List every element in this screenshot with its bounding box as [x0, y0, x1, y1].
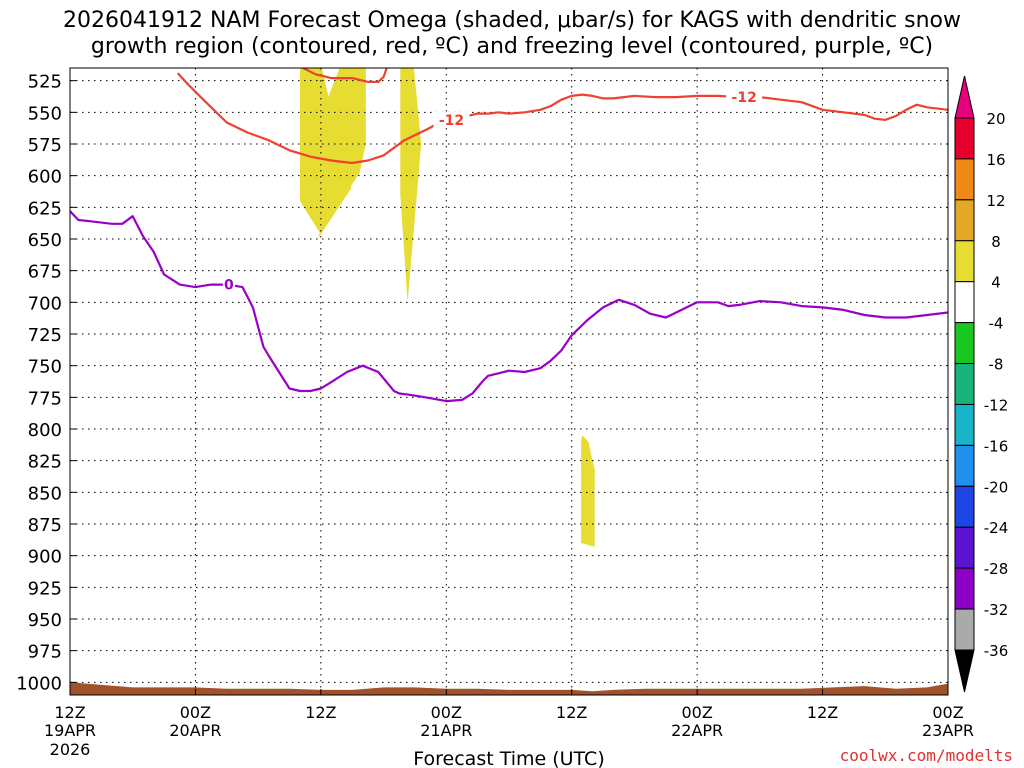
y-tick-label: 550	[28, 103, 62, 124]
contour-label-bg	[433, 111, 470, 128]
colorbar-swatch	[954, 199, 975, 242]
x-tick-date: 21APR	[420, 721, 472, 740]
colorbar-label: -28	[984, 560, 1009, 578]
colorbar-label: -32	[984, 601, 1009, 619]
credit-text[interactable]: coolwx.com/modelts	[840, 746, 1013, 765]
ground-layer	[70, 682, 948, 695]
colorbar-label: -24	[984, 519, 1009, 537]
colorbar-swatch	[954, 117, 975, 160]
x-tick-date: 19APR	[44, 721, 96, 740]
colorbar-bottom-arrow	[954, 649, 975, 693]
y-tick-label: 525	[28, 72, 62, 93]
colorbar-label: 12	[986, 192, 1005, 210]
y-tick-label: 675	[28, 262, 62, 283]
y-tick-label: 750	[28, 357, 62, 378]
colorbar-label: -36	[984, 642, 1009, 660]
colorbar-swatch	[954, 363, 975, 405]
x-tick-date: 20APR	[169, 721, 221, 740]
y-axis: 525 550 575 600 625 650 675 700 725 750 775 800 825 8…	[16, 72, 76, 694]
y-tick-label: 825	[28, 452, 62, 473]
dgz-label: -12	[732, 90, 757, 106]
y-tick-label: 925	[28, 578, 62, 599]
freezing-level-line	[70, 210, 948, 403]
dgz-label: -12	[439, 113, 464, 129]
colorbar-swatch	[954, 567, 975, 610]
chart-title-line-2: growth region (contoured, red, ºC) and f…	[90, 34, 934, 59]
x-tick-date: 22APR	[671, 721, 723, 740]
colorbar-swatch	[954, 608, 975, 651]
omega-region-2	[327, 68, 366, 194]
y-tick-label: 725	[28, 325, 62, 346]
chart-title-line-1: 2026041912 NAM Forecast Omega (shaded, μ…	[63, 8, 961, 33]
omega-shading	[300, 68, 595, 547]
colorbar-label: -8	[989, 356, 1004, 374]
dgz-contour-line	[302, 68, 388, 83]
x-tick-label: 12Z	[807, 703, 838, 722]
freezing-level-label: 0	[224, 278, 234, 294]
chart-title: 2026041912 NAM Forecast Omega (shaded, μ…	[0, 8, 1024, 60]
x-tick-label: 12Z	[305, 703, 336, 722]
y-tick-label: 975	[28, 642, 62, 663]
y-tick-label: 700	[28, 293, 62, 314]
omega-region-1	[300, 68, 352, 239]
colorbar-swatch	[954, 444, 975, 487]
x-tick-date: 23APR	[922, 721, 974, 740]
x-tick-label: 00Z	[180, 703, 211, 722]
colorbar-swatch	[954, 240, 975, 283]
omega-region-4	[581, 435, 595, 547]
x-axis-title: Forecast Time (UTC)	[413, 748, 604, 768]
colorbar-swatch	[954, 322, 975, 365]
colorbar-label: -16	[984, 437, 1009, 455]
y-tick-label: 650	[28, 230, 62, 251]
omega-region-3	[400, 68, 422, 303]
colorbar-label: 4	[991, 274, 1001, 292]
x-tick-year: 2026	[50, 740, 91, 759]
x-tick-label: 00Z	[681, 703, 712, 722]
ground-fill	[70, 682, 948, 695]
colorbar-swatch	[954, 158, 975, 201]
plot-frame	[69, 67, 949, 696]
y-tick-label: 600	[28, 167, 62, 188]
contour-lines: -12 -12 0	[70, 68, 948, 403]
y-tick-label: 1000	[16, 673, 62, 694]
x-tick-label: 00Z	[932, 703, 963, 722]
y-tick-label: 775	[28, 388, 62, 409]
colorbar-label: 20	[986, 110, 1005, 128]
colorbar-swatch	[954, 403, 975, 446]
colorbar-label: 16	[986, 151, 1005, 169]
y-tick-label: 575	[28, 135, 62, 156]
colorbar-swatch	[954, 281, 975, 324]
x-tick-label: 00Z	[431, 703, 462, 722]
x-tick-label: 12Z	[556, 703, 587, 722]
gridlines	[69, 68, 949, 695]
y-tick-label: 625	[28, 198, 62, 219]
contour-label-bg	[726, 89, 763, 106]
colorbar-swatch	[954, 526, 975, 569]
y-tick-label: 875	[28, 515, 62, 536]
contour-label-bg	[222, 276, 235, 293]
colorbar-label: 8	[991, 233, 1001, 251]
y-tick-label: 900	[28, 547, 62, 568]
colorbar-label: -20	[984, 478, 1009, 496]
y-tick-label: 850	[28, 483, 62, 504]
colorbar-swatch	[954, 485, 975, 528]
colorbar-label: -12	[984, 397, 1009, 415]
x-tick-label: 12Z	[54, 703, 85, 722]
colorbar-top-arrow	[954, 75, 975, 119]
y-tick-label: 800	[28, 420, 62, 441]
colorbar: 20 16 12 8 4 -4 -8 -12 -16 -20 -24 -28 -32 -36	[954, 75, 1009, 693]
dgz-contour-line	[176, 72, 948, 165]
y-tick-label: 950	[28, 610, 62, 631]
colorbar-label: -4	[989, 315, 1004, 333]
